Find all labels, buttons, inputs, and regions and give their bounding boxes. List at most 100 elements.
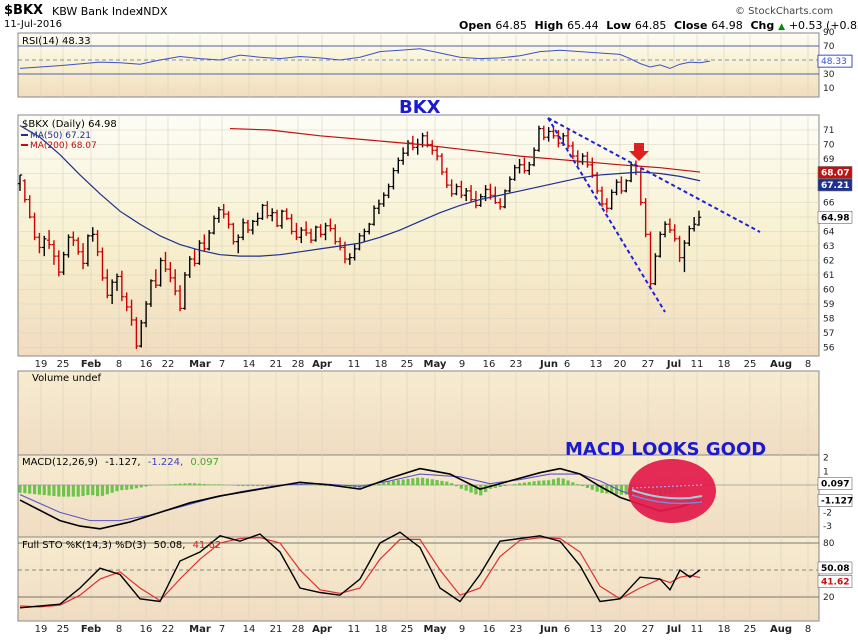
- close-value: 64.98: [711, 19, 743, 32]
- x-tick-label: Aug: [770, 624, 792, 635]
- macd-circle-line-2: [631, 494, 703, 505]
- price-annotation: BKX: [399, 97, 441, 118]
- macd-hist-bar: [246, 485, 250, 487]
- x-tick-label: May: [424, 359, 447, 370]
- macd-hist-bar: [144, 485, 148, 487]
- macd-hist-bar: [265, 485, 269, 487]
- x-tick-label: 16: [483, 624, 496, 635]
- x-tick-label: 16: [140, 359, 153, 370]
- macd-hist-bar: [590, 485, 594, 490]
- macd-hist-bar: [110, 485, 114, 493]
- x-tick-label: 28: [292, 359, 305, 370]
- macd-hist-bar: [91, 485, 95, 496]
- price-tick-label: 59: [823, 300, 835, 310]
- macd-hist-bar: [435, 480, 439, 486]
- price-layer: [17, 117, 761, 349]
- macd-tick-label: -2: [823, 508, 832, 518]
- sto-tick-label: 80: [823, 539, 835, 549]
- macd-hist-bar: [595, 485, 599, 492]
- x-tick-label: 7: [219, 624, 225, 635]
- macd-hist-bar: [459, 485, 463, 489]
- macd-value-tag-label: -1.127: [821, 496, 853, 506]
- macd-hist-bar: [561, 478, 565, 486]
- sto-d-tag-label: 41.62: [821, 578, 849, 588]
- exchange-label: INDX: [140, 5, 168, 18]
- x-tick-label: 22: [162, 359, 175, 370]
- price-tick-label: 56: [823, 344, 835, 354]
- copyright: © StockCharts.com: [735, 6, 834, 17]
- x-tick-label: 6: [564, 359, 570, 370]
- close-tag: [817, 210, 853, 224]
- macd-line: [19, 467, 701, 530]
- macd-hist-bar: [139, 485, 143, 488]
- macd-hist-bar: [207, 484, 211, 486]
- x-tick-label: Mar: [189, 624, 211, 635]
- date-label: 11-Jul-2016: [4, 19, 63, 30]
- x-tick-label: 18: [718, 359, 731, 370]
- x-tick-label: 21: [270, 359, 283, 370]
- macd-hist-bar: [37, 485, 41, 495]
- macd-hist-bar: [42, 485, 46, 496]
- macd-hist-bar: [522, 482, 526, 486]
- macd-hist-bar: [377, 484, 381, 486]
- macd-hist-bar: [464, 485, 468, 491]
- x-tick-label: 14: [243, 359, 256, 370]
- macd-hist-bar: [217, 484, 221, 486]
- rsi-tick-label: 30: [823, 70, 835, 80]
- open-value: 64.85: [495, 19, 527, 32]
- macd-hist-bar: [401, 479, 405, 486]
- x-tick-label: 8: [805, 624, 811, 635]
- macd-hist-bar: [537, 480, 541, 486]
- macd-circle-line-1: [631, 489, 703, 500]
- macd-hist-bar: [576, 484, 580, 486]
- macd-hist-bar: [498, 485, 502, 487]
- macd-hist-bar: [241, 485, 245, 487]
- macd-hist-bar: [348, 485, 352, 488]
- ohlc-readout: Open 64.85 High 65.44 Low 64.85 Close 64…: [459, 19, 858, 32]
- macd-tick-label: 2: [823, 454, 829, 464]
- volume-panel: [17, 370, 820, 456]
- x-tick-label: 14: [243, 624, 256, 635]
- macd-hist-bar: [585, 485, 590, 488]
- x-tick-label: Mar: [189, 359, 211, 370]
- rsi-title: RSI(14) 48.33: [22, 36, 91, 47]
- x-tick-label: 7: [219, 359, 225, 370]
- macd-hist-bar: [319, 485, 323, 486]
- macd-hist-bar: [260, 485, 265, 487]
- x-tick-label: 25: [57, 359, 70, 370]
- macd-hist-bar: [396, 480, 400, 486]
- x-tick-label: 25: [401, 624, 414, 635]
- macd-hist-bar: [454, 485, 459, 487]
- macd-hist-bar: [256, 485, 260, 487]
- rsi-panel: [17, 32, 820, 98]
- macd-hist-bar: [62, 485, 66, 497]
- x-tick-label: Feb: [81, 359, 101, 370]
- macd-hist-bar: [236, 485, 240, 486]
- x-tick-label: 13: [590, 624, 603, 635]
- macd-hist-bar: [32, 485, 37, 495]
- sto-layer: [19, 531, 701, 609]
- x-tick-label: Feb: [81, 624, 101, 635]
- macd-hist-bar: [183, 483, 187, 486]
- macd-hist-bar: [391, 480, 396, 486]
- high-value: 65.44: [567, 19, 599, 32]
- x-tick-label: 8: [116, 624, 122, 635]
- macd-hist-bar: [212, 484, 216, 486]
- price-tick-label: 62: [823, 257, 834, 267]
- macd-hist-bar: [513, 484, 517, 486]
- x-tick-label: 11: [348, 359, 361, 370]
- macd-hist-bar: [323, 485, 328, 486]
- macd-value-tag: [817, 494, 853, 507]
- macd-hist-bar: [503, 485, 507, 487]
- macd-hist-bar: [125, 485, 129, 490]
- macd-hist-bar: [517, 483, 522, 486]
- ma200-tag-label: 68.07: [821, 168, 849, 178]
- macd-hist-bar: [547, 480, 551, 486]
- x-tick-label: Jul: [666, 359, 681, 370]
- rsi-tick-label: 90: [823, 28, 835, 38]
- macd-hist-bar: [28, 485, 32, 494]
- close-tag-label: 64.98: [821, 213, 849, 223]
- x-tick-label: 18: [375, 624, 388, 635]
- ma50-tag-label: 67.21: [821, 181, 849, 191]
